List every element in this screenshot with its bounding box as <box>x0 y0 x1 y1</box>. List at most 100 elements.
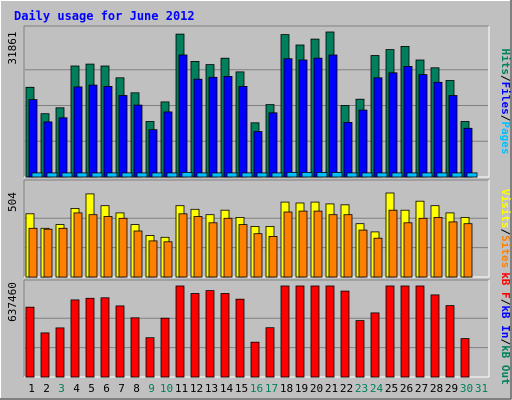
panel-visits-sites-series-label-part-1: / <box>499 229 512 236</box>
x-tick-label-day-14: 14 <box>220 382 234 395</box>
bar-hits-files-pages-files-day-26 <box>403 66 413 178</box>
bar-kbf-kb-f-day-23 <box>355 320 365 378</box>
bar-visits-sites-sites-day-12 <box>193 216 203 278</box>
x-tick-label-day-16: 16 <box>250 382 263 395</box>
bar-hits-files-pages-pages-day-9 <box>151 172 163 178</box>
bar-visits-sites-sites-day-6 <box>103 216 113 278</box>
bar-hits-files-pages-pages-day-25 <box>391 172 403 178</box>
panel-hits-files-pages-series-label-part-3: / <box>499 115 512 122</box>
x-tick-label-day-7: 7 <box>118 382 125 395</box>
bar-visits-sites-sites-day-27 <box>418 217 428 278</box>
bar-visits-sites-sites-day-17 <box>268 235 278 278</box>
bar-kbf-kb-f-day-3 <box>55 327 65 378</box>
panel-hits-files-pages-series-label: Hits/Files/Pages <box>499 49 512 155</box>
bar-kbf-kb-f-day-13 <box>205 290 215 378</box>
bar-hits-files-pages-pages-day-4 <box>76 172 88 178</box>
chart-title: Daily usage for June 2012 <box>14 9 195 23</box>
x-tick-label-day-30: 30 <box>460 382 473 395</box>
bar-visits-sites-sites-day-11 <box>178 213 188 278</box>
bar-hits-files-pages-pages-day-6 <box>106 172 118 178</box>
bar-hits-files-pages-pages-day-13 <box>211 172 223 178</box>
x-tick-label-day-29: 29 <box>445 382 458 395</box>
bar-hits-files-pages-files-day-11 <box>178 54 188 178</box>
x-tick-label-day-2: 2 <box>43 382 50 395</box>
bar-hits-files-pages-pages-day-2 <box>46 172 58 178</box>
bar-hits-files-pages-pages-day-23 <box>361 172 373 178</box>
bar-visits-sites-sites-day-4 <box>73 212 83 278</box>
panel-visits-sites-series-label: Visits/Sites <box>499 189 512 269</box>
bar-visits-sites-sites-day-23 <box>358 229 368 278</box>
panel-visits-sites-ymax-label: 504 <box>6 192 19 212</box>
bar-hits-files-pages-pages-day-7 <box>121 172 133 178</box>
bar-hits-files-pages-files-day-21 <box>328 54 338 178</box>
bar-hits-files-pages-files-day-6 <box>103 86 113 178</box>
x-tick-label-day-22: 22 <box>340 382 353 395</box>
x-tick-label-day-18: 18 <box>280 382 293 395</box>
x-tick-label-day-17: 17 <box>265 382 278 395</box>
bar-hits-files-pages-pages-day-30 <box>466 172 478 178</box>
bar-kbf-kb-f-day-20 <box>310 285 320 378</box>
bar-visits-sites-sites-day-2 <box>43 228 53 278</box>
bar-hits-files-pages-pages-day-22 <box>346 172 358 178</box>
bar-kbf-kb-f-day-1 <box>25 306 35 378</box>
x-tick-label-day-28: 28 <box>430 382 443 395</box>
bar-hits-files-pages-pages-day-14 <box>226 172 238 178</box>
bar-hits-files-pages-files-day-4 <box>73 86 83 178</box>
bar-hits-files-pages-files-day-17 <box>268 112 278 178</box>
bar-kbf-kb-f-day-28 <box>430 294 440 378</box>
bar-visits-sites-sites-day-13 <box>208 222 218 278</box>
bar-visits-sites-sites-day-26 <box>403 222 413 278</box>
x-tick-label-day-9: 9 <box>148 382 155 395</box>
panel-hits-files-pages-series-label-part-4: Pages <box>499 121 512 154</box>
bar-hits-files-pages-pages-day-19 <box>301 171 313 178</box>
x-tick-label-day-19: 19 <box>295 382 308 395</box>
bar-kbf-kb-f-day-11 <box>175 285 185 378</box>
bar-hits-files-pages-files-day-18 <box>283 58 293 178</box>
chart-marks <box>25 31 478 378</box>
bar-visits-sites-sites-day-19 <box>298 210 308 278</box>
bar-visits-sites-sites-day-29 <box>448 221 458 278</box>
bar-kbf-kb-f-day-27 <box>415 285 425 378</box>
bar-hits-files-pages-files-day-2 <box>43 121 53 178</box>
bar-hits-files-pages-pages-day-3 <box>61 172 73 178</box>
bar-visits-sites-sites-day-21 <box>328 214 338 278</box>
panel-visits-sites-series-label-part-2: Sites <box>499 235 512 268</box>
panel-visits-sites-series-label-part-0: Visits <box>499 189 512 229</box>
x-tick-label-day-25: 25 <box>385 382 398 395</box>
bar-hits-files-pages-files-day-5 <box>88 84 98 178</box>
bar-hits-files-pages-files-day-3 <box>58 117 68 178</box>
bar-kbf-kb-f-day-14 <box>220 293 230 378</box>
bar-hits-files-pages-pages-day-5 <box>91 172 103 178</box>
x-tick-label-day-20: 20 <box>310 382 323 395</box>
bar-kbf-kb-f-day-5 <box>85 297 95 378</box>
bar-hits-files-pages-pages-day-20 <box>316 171 328 178</box>
x-tick-label-day-23: 23 <box>355 382 368 395</box>
bar-hits-files-pages-files-day-19 <box>298 59 308 178</box>
bar-hits-files-pages-files-day-10 <box>163 111 173 178</box>
bar-hits-files-pages-pages-day-16 <box>256 172 268 178</box>
bar-kbf-kb-f-day-18 <box>280 285 290 378</box>
bar-visits-sites-sites-day-3 <box>58 227 68 278</box>
bar-hits-files-pages-pages-day-24 <box>376 172 388 178</box>
bar-visits-sites-sites-day-20 <box>313 210 323 278</box>
bar-visits-sites-sites-day-25 <box>388 209 398 278</box>
bar-kbf-kb-f-day-8 <box>130 317 140 378</box>
bar-visits-sites-sites-day-28 <box>433 216 443 278</box>
panel-kbf-series-label: kB F/kB In/kB Out <box>499 272 512 385</box>
bar-visits-sites-sites-day-16 <box>253 233 263 278</box>
bar-kbf-kb-f-day-25 <box>385 285 395 378</box>
bar-kbf-kb-f-day-2 <box>40 332 50 378</box>
bar-kbf-kb-f-day-22 <box>340 290 350 378</box>
bar-hits-files-pages-pages-day-27 <box>421 172 433 178</box>
bar-kbf-kb-f-day-24 <box>370 312 380 378</box>
x-tick-label-day-10: 10 <box>160 382 173 395</box>
panel-kbf-series-label-part-0: kB F <box>499 272 512 299</box>
bar-visits-sites-sites-day-5 <box>88 214 98 278</box>
bar-hits-files-pages-files-day-28 <box>433 81 443 178</box>
x-tick-label-day-6: 6 <box>103 382 110 395</box>
bar-visits-sites-sites-day-9 <box>148 240 158 278</box>
x-tick-label-day-3: 3 <box>58 382 65 395</box>
bar-visits-sites-sites-day-30 <box>463 223 473 278</box>
